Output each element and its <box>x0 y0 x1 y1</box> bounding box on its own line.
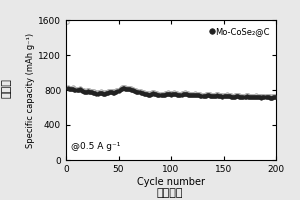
Text: 比容量: 比容量 <box>2 78 11 98</box>
Text: 循环圈数: 循环圈数 <box>156 188 183 198</box>
Y-axis label: Specific capacity (mAh g⁻¹): Specific capacity (mAh g⁻¹) <box>26 32 35 148</box>
Legend: Mo-CoSe₂@C: Mo-CoSe₂@C <box>207 24 272 38</box>
Text: @0.5 A g⁻¹: @0.5 A g⁻¹ <box>71 142 121 151</box>
X-axis label: Cycle number: Cycle number <box>137 177 205 187</box>
